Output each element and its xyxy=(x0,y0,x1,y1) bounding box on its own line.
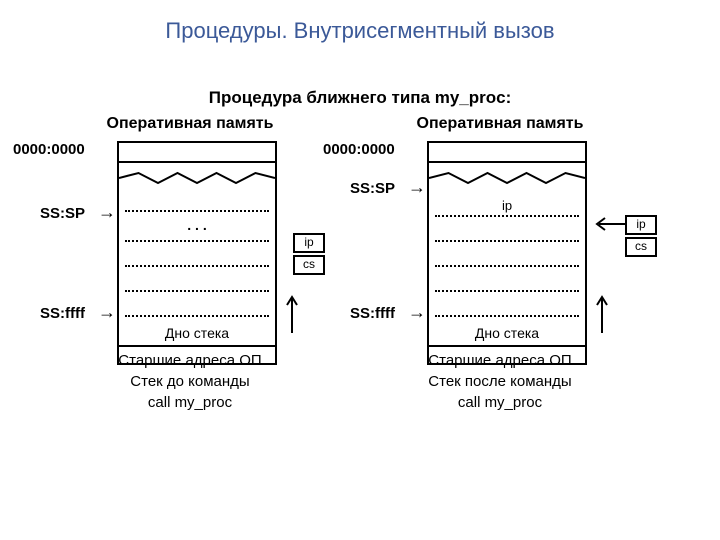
caption-line: Старшие адреса ОП xyxy=(428,352,571,369)
arrow-icon: → xyxy=(408,177,426,198)
caption-line: Стек после команды xyxy=(428,373,571,390)
ssffff-label-right: SS:ffff xyxy=(350,305,395,322)
caption-line: call my_proc xyxy=(148,394,232,411)
sssp-label-left: SS:SP xyxy=(40,205,85,222)
caption-left: Старшие адреса ОП Стек до команды call m… xyxy=(75,350,305,413)
cs-register-right: cs xyxy=(625,237,657,257)
stack-main-left: . . . Дно стека xyxy=(117,195,277,347)
stack-main-right: ip Дно стека xyxy=(427,195,587,347)
ip-register-left: ip xyxy=(293,233,325,253)
caption-line: Старшие адреса ОП xyxy=(118,352,261,369)
caption-line: Стек до команды xyxy=(130,373,249,390)
ellipsis-left: . . . xyxy=(119,217,275,233)
subtitle: Процедура ближнего типа my_proc: xyxy=(0,88,720,108)
arrow-icon: → xyxy=(98,202,116,223)
dno-left: Дно стека xyxy=(119,325,275,341)
caption-right: Старшие адреса ОП Стек после команды cal… xyxy=(385,350,615,413)
stack-box-left: . . . Дно стека xyxy=(117,141,277,365)
arrow-push-icon xyxy=(593,215,625,238)
up-arrow-icon xyxy=(595,293,609,339)
ssffff-label-left: SS:ffff xyxy=(40,305,85,322)
addr-zero-left: 0000:0000 xyxy=(13,141,85,158)
ip-pushed: ip xyxy=(429,198,585,213)
sssp-label-right: SS:SP xyxy=(350,180,395,197)
stack-box-right: ip Дно стека xyxy=(427,141,587,365)
ip-register-right: ip xyxy=(625,215,657,235)
dno-right: Дно стека xyxy=(429,325,585,341)
up-arrow-icon xyxy=(285,293,299,339)
cs-register-left: cs xyxy=(293,255,325,275)
stack-diagram-before: Оперативная память 0000:0000 . . . Дно с… xyxy=(75,115,305,365)
mem-label-right: Оперативная память xyxy=(385,115,615,133)
caption-line: call my_proc xyxy=(458,394,542,411)
arrow-icon: → xyxy=(408,302,426,323)
arrow-icon: → xyxy=(98,302,116,323)
page-title: Процедуры. Внутрисегментный вызов xyxy=(0,18,720,44)
mem-label-left: Оперативная память xyxy=(75,115,305,133)
addr-zero-right: 0000:0000 xyxy=(323,141,395,158)
stack-diagram-after: Оперативная память 0000:0000 ip Дно стек… xyxy=(385,115,615,365)
